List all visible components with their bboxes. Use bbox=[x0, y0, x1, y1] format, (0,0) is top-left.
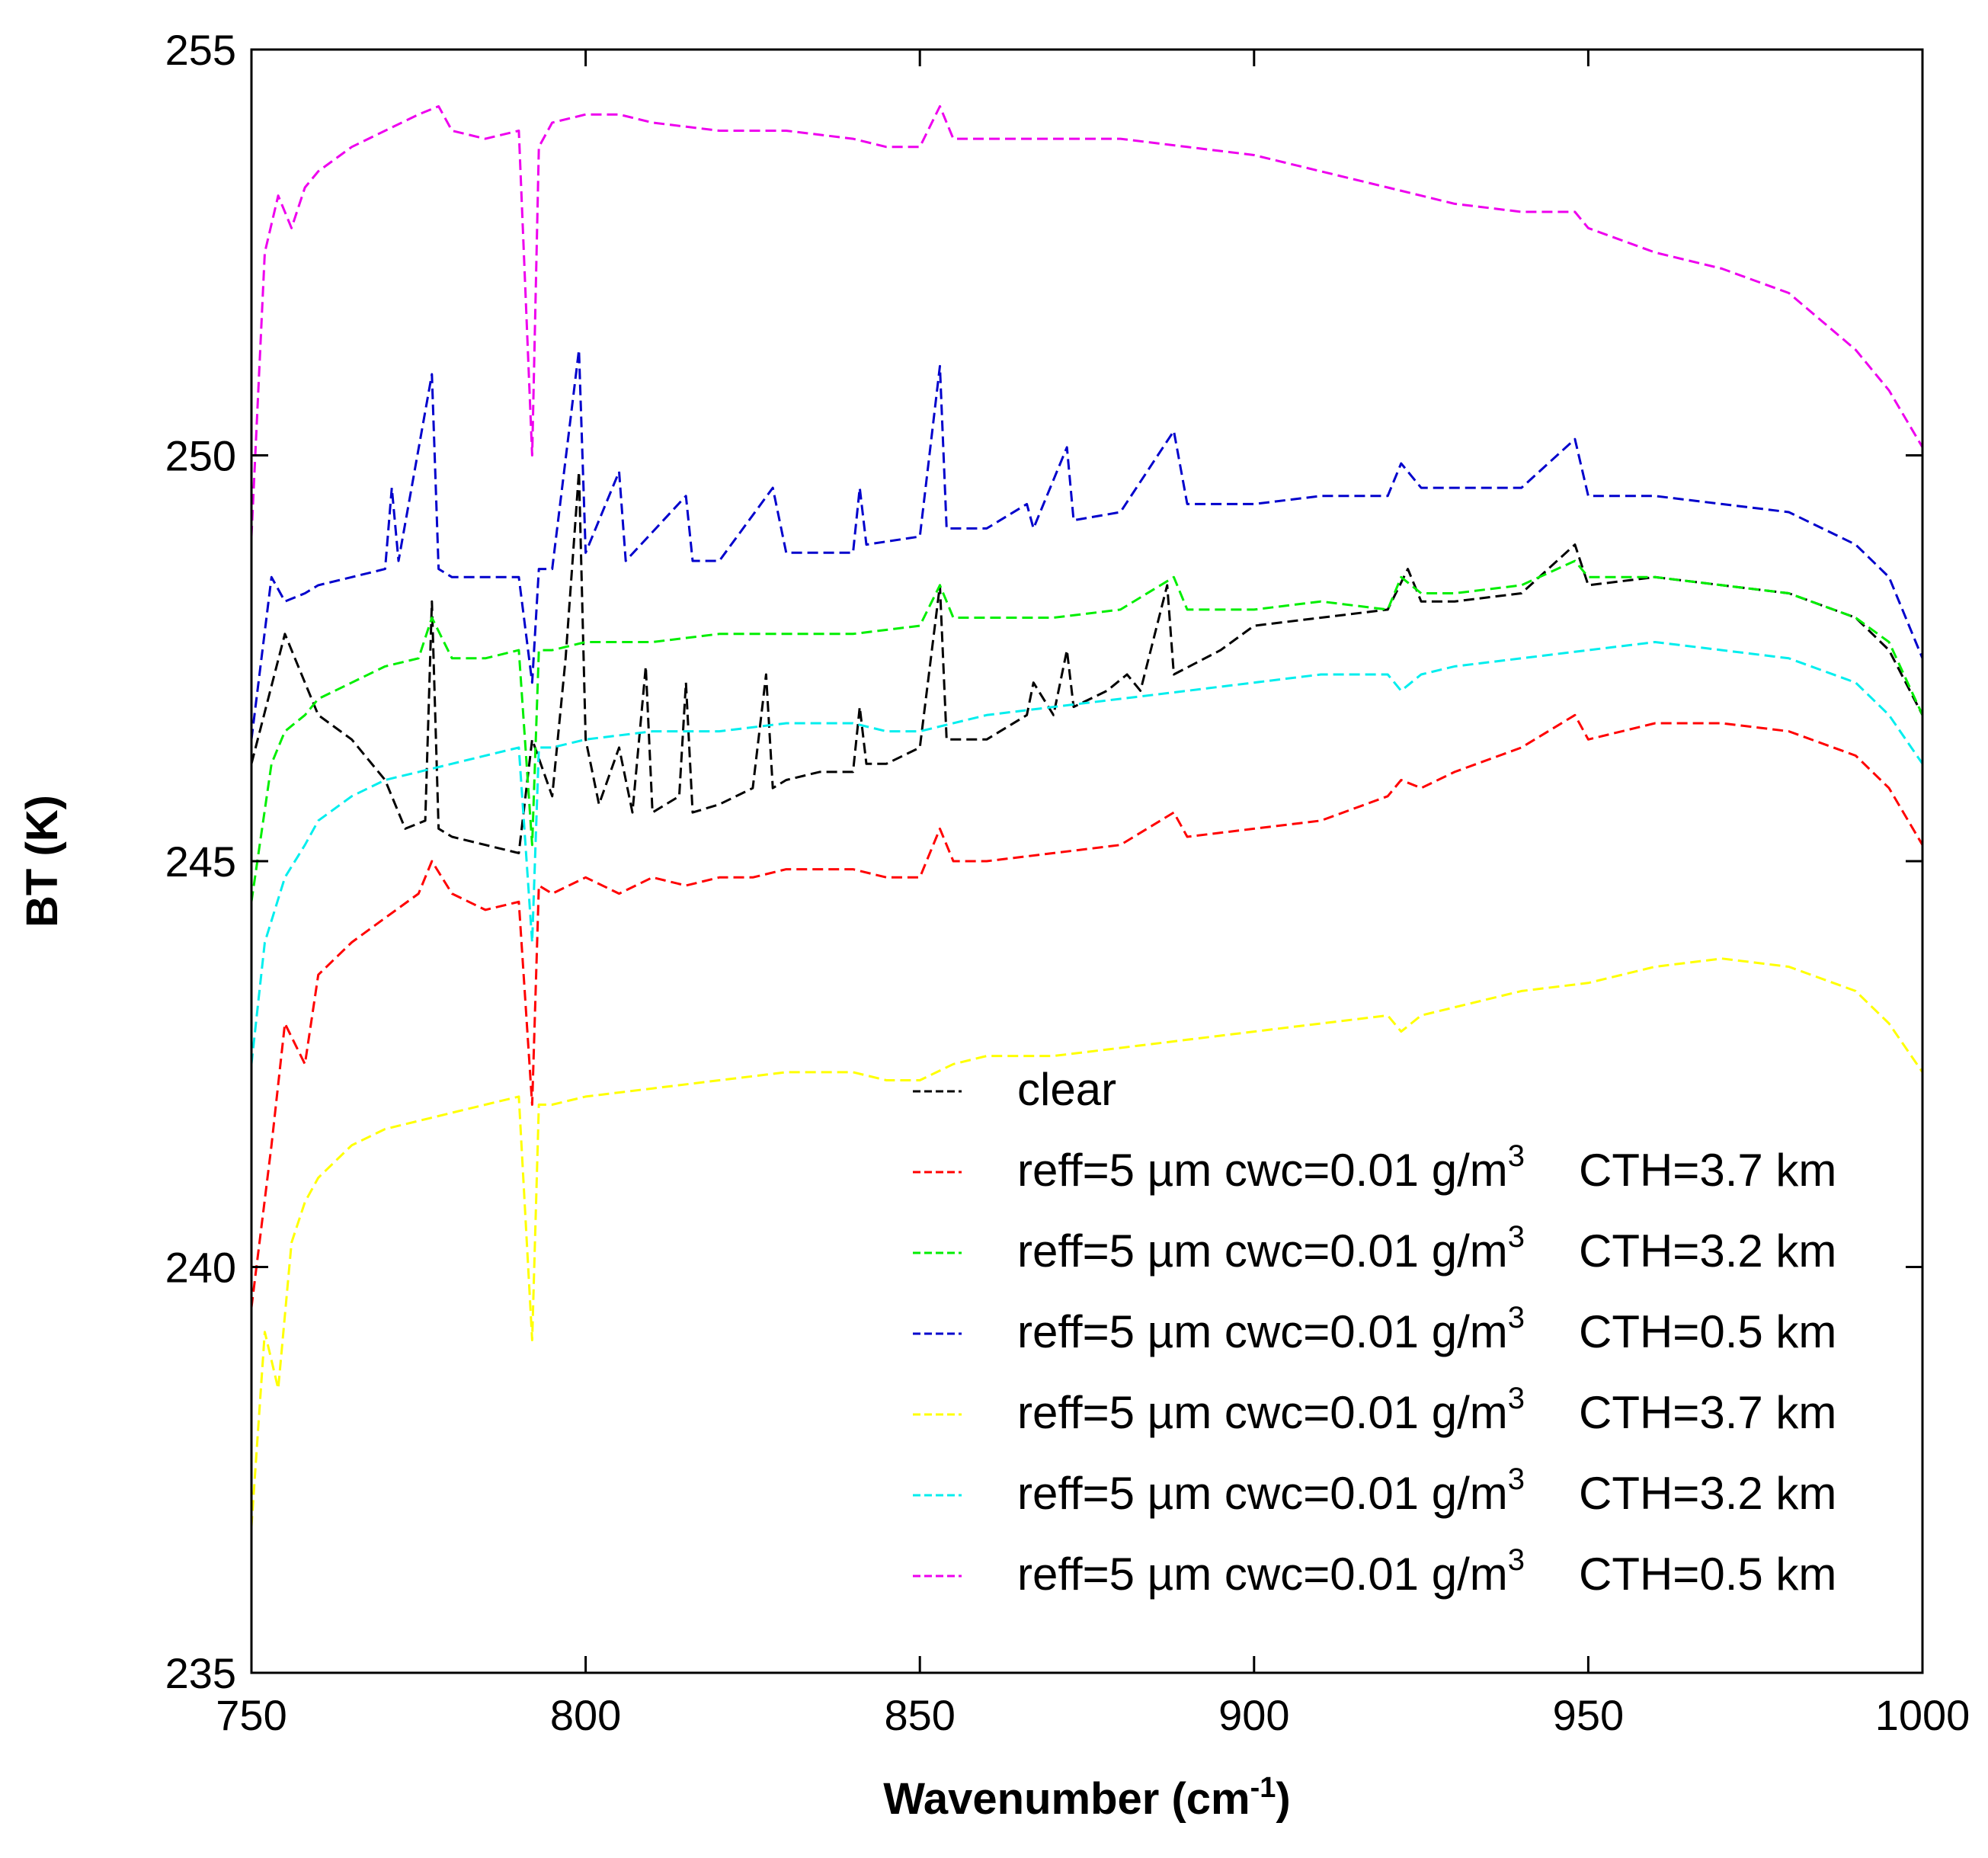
y-tick-label: 245 bbox=[165, 838, 236, 886]
legend-label-cth: CTH=3.2 km bbox=[1579, 1225, 1836, 1277]
x-tick-label: 950 bbox=[1553, 1691, 1624, 1739]
x-axis-title-main: Wavenumber (cm bbox=[883, 1774, 1250, 1824]
legend-label-cth: CTH=3.7 km bbox=[1579, 1145, 1836, 1196]
legend-label-text: reff=5 µm cwc=0.01 g/m bbox=[1017, 1145, 1508, 1196]
legend-label-text: reff=5 µm cwc=0.01 g/m bbox=[1017, 1225, 1508, 1277]
legend-label-cth: CTH=3.2 km bbox=[1579, 1468, 1836, 1519]
legend-label-red: reff=5 µm cwc=0.01 g/m3 CTH=3.7 km bbox=[1017, 1139, 1836, 1196]
series-line-blue bbox=[250, 348, 1924, 740]
legend-label-superscript: 3 bbox=[1508, 1139, 1525, 1173]
y-axis-title: BT (K) bbox=[18, 795, 67, 927]
legend-label-text: reff=5 µm cwc=0.01 g/m bbox=[1017, 1306, 1508, 1357]
legend-label-superscript: 3 bbox=[1508, 1462, 1525, 1496]
x-axis-title-end: ) bbox=[1276, 1774, 1290, 1824]
x-axis-title-superscript: -1 bbox=[1250, 1772, 1276, 1804]
axis-ticks: 750 800 850 900 950 1000 235 240 245 250 255 bbox=[165, 26, 1970, 1739]
y-tick-label: 235 bbox=[165, 1649, 236, 1697]
legend-label-cyan: reff=5 µm cwc=0.01 g/m3 CTH=3.2 km bbox=[1017, 1462, 1836, 1519]
x-axis-title: Wavenumber (cm-1) bbox=[883, 1772, 1290, 1824]
y-tick-label: 240 bbox=[165, 1244, 236, 1292]
legend-label-cth: CTH=3.7 km bbox=[1579, 1387, 1836, 1438]
legend-label-superscript: 3 bbox=[1508, 1543, 1525, 1577]
series-layer bbox=[250, 105, 1924, 1527]
legend-label-text: reff=5 µm cwc=0.01 g/m bbox=[1017, 1387, 1508, 1438]
legend-label-cth: CTH=0.5 km bbox=[1579, 1306, 1836, 1357]
legend-label-text: reff=5 µm cwc=0.01 g/m bbox=[1017, 1549, 1508, 1600]
legend-label-magenta: reff=5 µm cwc=0.01 g/m3 CTH=0.5 km bbox=[1017, 1543, 1836, 1600]
series-line-cyan bbox=[250, 641, 1924, 1065]
y-tick-label: 255 bbox=[165, 26, 236, 74]
x-tick-label: 900 bbox=[1218, 1691, 1289, 1739]
x-tick-label: 750 bbox=[216, 1691, 287, 1739]
legend-label-superscript: 3 bbox=[1508, 1220, 1525, 1254]
x-tick-label: 850 bbox=[884, 1691, 955, 1739]
legend-label-text: clear bbox=[1017, 1064, 1116, 1115]
legend-label-text: reff=5 µm cwc=0.01 g/m bbox=[1017, 1468, 1508, 1519]
legend-label-green: reff=5 µm cwc=0.01 g/m3 CTH=3.2 km bbox=[1017, 1220, 1836, 1277]
legend-label-superscript: 3 bbox=[1508, 1382, 1525, 1415]
series-line-green bbox=[250, 559, 1924, 902]
series-line-yellow bbox=[250, 957, 1924, 1527]
series-line-magenta bbox=[250, 105, 1924, 537]
x-tick-label: 800 bbox=[550, 1691, 621, 1739]
legend-label-blue: reff=5 µm cwc=0.01 g/m3 CTH=0.5 km bbox=[1017, 1301, 1836, 1357]
x-tick-label: 1000 bbox=[1875, 1691, 1970, 1739]
y-tick-label: 250 bbox=[165, 432, 236, 480]
legend-label-superscript: 3 bbox=[1508, 1301, 1525, 1334]
legend-label-clear: clear bbox=[1017, 1064, 1116, 1115]
legend-label-cth: CTH=0.5 km bbox=[1579, 1549, 1836, 1600]
legend-label-yellow: reff=5 µm cwc=0.01 g/m3 CTH=3.7 km bbox=[1017, 1382, 1836, 1438]
